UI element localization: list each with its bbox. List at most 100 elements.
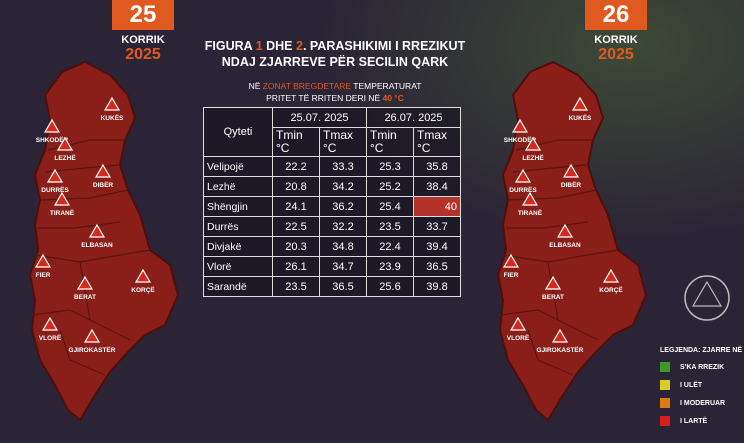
date-header: 26.07. 2025 (366, 107, 461, 128)
month: KORRIK (594, 34, 638, 46)
warning-icon (41, 316, 59, 331)
warning-icon (103, 96, 121, 111)
data-row: Vlorë 26.1 34.7 23.9 36.5 (203, 256, 461, 277)
legend-item: I LARTË (660, 416, 742, 426)
value-cell: 20.8 (272, 176, 320, 197)
region-label: LEZHË (522, 154, 544, 162)
warning-icon (134, 268, 152, 283)
value-cell: 23.5 (366, 216, 414, 237)
legend-label: I MODERUAR (680, 399, 726, 407)
day: 25 (112, 0, 174, 30)
value-cell: 25.6 (366, 276, 414, 297)
legend-label: I ULËT (680, 381, 703, 389)
value-cell: 40 (413, 196, 461, 217)
text: . PARASHIKIMI I RREZIKUT (302, 39, 466, 53)
legend: LEGJENDA: ZJARRE NË S'KA RREZIK I ULËT I M… (660, 347, 742, 426)
warning-icon (88, 223, 106, 238)
value-cell: 24.1 (272, 196, 320, 217)
region-label: SHKODËR (36, 136, 69, 144)
region-label: DIBËR (561, 181, 582, 189)
data-row: Shëngjin 24.1 36.2 25.4 40 (203, 196, 461, 217)
text: ZONAT BREGDETARE (262, 81, 352, 91)
text: 1 (255, 39, 263, 53)
city-cell: Velipojë (203, 156, 273, 177)
region-label: FIER (504, 272, 519, 279)
warning-icon (83, 328, 101, 343)
date-right: 26 KORRIK 2025 (585, 0, 647, 64)
city-cell: Durrës (203, 216, 273, 237)
region-label: FIER (36, 272, 51, 279)
subheader: Tmin °C (366, 127, 414, 157)
data-row: Divjakë 20.3 34.8 22.4 39.4 (203, 236, 461, 257)
warning-icon (56, 136, 74, 151)
warning-icon (43, 118, 61, 133)
subheader: Tmax °C (413, 127, 461, 157)
warning-icon (76, 275, 94, 290)
warning-icon (514, 168, 532, 183)
value-cell: 20.3 (272, 236, 320, 257)
city-cell: Lezhë (203, 176, 273, 197)
logo (684, 275, 730, 321)
region-label: DURRËS (41, 186, 69, 194)
region-label: GJIROKASTËR (69, 346, 116, 354)
map-left (28, 60, 180, 422)
warning-icon (34, 253, 52, 268)
city-cell: Shëngjin (203, 196, 273, 217)
text: FIGURA (204, 39, 256, 53)
warning-icon (53, 191, 71, 206)
logo-mark (691, 280, 723, 307)
legend-title: LEGJENDA: ZJARRE NË (660, 347, 743, 354)
temperature-table: Qyteti 25.07. 2025 26.07. 2025 Tmin °C Tmax … (203, 107, 461, 297)
data-row: Velipojë 22.2 33.3 25.3 35.8 (203, 156, 461, 177)
region-label: KORÇË (131, 286, 155, 294)
city-cell: Divjakë (203, 236, 273, 257)
city-cell: Vlorë (203, 256, 273, 277)
text: DHE (262, 39, 296, 53)
value-cell: 22.5 (272, 216, 320, 237)
warning-icon (511, 118, 529, 133)
warning-icon (521, 191, 539, 206)
value-cell: 25.3 (366, 156, 414, 177)
warning-icon (556, 223, 574, 238)
country-shape (28, 60, 180, 422)
region-label: KUKËS (569, 114, 592, 122)
text: 2 (295, 39, 303, 53)
region-label: DURRËS (509, 186, 537, 194)
region-label: ELBASAN (81, 242, 113, 249)
legend-item: I ULËT (660, 380, 742, 390)
year: 2025 (125, 46, 161, 63)
warning-icon (571, 96, 589, 111)
value-cell: 22.2 (272, 156, 320, 177)
warning-icon (562, 163, 580, 178)
warning-icon (94, 163, 112, 178)
text: PRITET TË RRITEN DERI NË (266, 93, 383, 103)
region-label: TIRANË (50, 209, 75, 217)
value-cell: 25.2 (366, 176, 414, 197)
title: FIGURA 1 DHE 2. PARASHIKIMI I RREZIKUT N… (170, 38, 500, 70)
warning-icon (46, 168, 64, 183)
city-header: Qyteti (203, 107, 273, 157)
value-cell: 35.8 (413, 156, 461, 177)
value-cell: 23.5 (272, 276, 320, 297)
value-cell: 36.2 (319, 196, 367, 217)
year: 2025 (598, 46, 634, 63)
subtitle-line: PRITET TË RRITEN DERI NË 40 °C (170, 92, 500, 104)
value-cell: 39.4 (413, 236, 461, 257)
value-cell: 33.3 (319, 156, 367, 177)
text: 40 °C (382, 93, 404, 103)
city-cell: Sarandë (203, 276, 273, 297)
region-label: BERAT (542, 294, 564, 301)
region-label: KORÇË (599, 286, 623, 294)
title-line: NDAJ ZJARREVE PËR SECILIN QARK (221, 55, 449, 69)
date-header: 25.07. 2025 (272, 107, 367, 128)
country-shape (496, 60, 648, 422)
legend-label: I LARTË (680, 417, 708, 425)
value-cell: 26.1 (272, 256, 320, 277)
value-cell: 36.5 (413, 256, 461, 277)
legend-swatch (660, 362, 670, 372)
warning-icon (602, 268, 620, 283)
legend-item: I MODERUAR (660, 398, 742, 408)
region-labels: SHKODËR KUKËS LEZHË DIBËR DURRËS TIRANË ELBASA… (502, 96, 623, 354)
value-cell: 23.9 (366, 256, 414, 277)
